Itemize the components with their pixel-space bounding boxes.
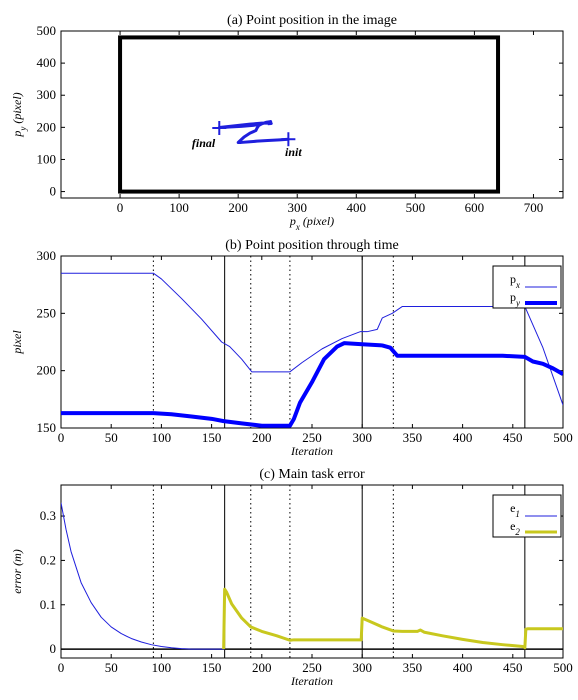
y-axis-label: py (pixel) xyxy=(10,92,28,137)
image-border xyxy=(118,35,501,194)
y-axis-label: error (m) xyxy=(10,549,24,594)
chart-panel-2: (b) Point position through time 0 50 100 150… xyxy=(10,238,573,458)
annotation-final: final xyxy=(192,136,216,150)
x-tick-label: 100 xyxy=(152,430,172,445)
x-tick-label: 0 xyxy=(58,430,65,445)
x-tick-label: 250 xyxy=(302,660,322,675)
x-tick-label: 200 xyxy=(252,660,272,675)
x-tick-label: 350 xyxy=(403,660,423,675)
plot-frame xyxy=(60,484,564,659)
series-line-py xyxy=(61,341,563,428)
x-tick-label: 400 xyxy=(453,660,473,675)
y-tick-label: 0 xyxy=(50,641,57,656)
chart-title: (c) Main task error xyxy=(259,467,365,482)
y-tick-label: 0 xyxy=(50,184,57,199)
x-tick-label: 50 xyxy=(105,430,118,445)
y-tick-label: 300 xyxy=(37,248,57,263)
chart-panel-1: (a) Point position in the image 0 100 200 30… xyxy=(10,13,564,232)
legend-label-py: py xyxy=(510,290,520,308)
chart-title: (a) Point position in the image xyxy=(227,13,397,28)
chart-panel-3: (c) Main task error 0 50 100 150 200 250 300 350… xyxy=(10,467,573,688)
plot-frame xyxy=(60,255,564,429)
trajectory-line xyxy=(217,120,289,144)
x-tick-label: 600 xyxy=(465,200,485,215)
y-tick-label: 0.3 xyxy=(40,508,56,523)
x-tick-label: 450 xyxy=(503,430,523,445)
y-tick-label: 200 xyxy=(37,363,57,378)
x-tick-label: 300 xyxy=(352,660,372,675)
x-tick-label: 0 xyxy=(58,660,65,675)
series-line-e1 xyxy=(61,502,225,650)
legend-label-e2: e2 xyxy=(510,519,520,537)
annotation-init: init xyxy=(285,145,302,159)
y-tick-label: 0.2 xyxy=(40,552,56,567)
y-axis-label: pixel xyxy=(10,330,24,355)
legend-label-e1: e1 xyxy=(510,501,520,519)
legend-label-px: px xyxy=(510,272,520,290)
x-tick-label: 350 xyxy=(403,430,423,445)
x-tick-label: 50 xyxy=(105,660,118,675)
y-tick-label: 200 xyxy=(37,119,57,134)
x-tick-label: 500 xyxy=(406,200,426,215)
y-tick-label: 100 xyxy=(37,151,57,166)
y-tick-label: 0.1 xyxy=(40,597,56,612)
x-tick-label: 500 xyxy=(553,660,573,675)
y-tick-label: 300 xyxy=(37,87,57,102)
x-tick-label: 0 xyxy=(117,200,124,215)
x-tick-label: 100 xyxy=(169,200,189,215)
chart-title: (b) Point position through time xyxy=(225,238,398,253)
series-line-e2 xyxy=(222,587,563,650)
y-tick-label: 250 xyxy=(37,305,57,320)
x-tick-label: 450 xyxy=(503,660,523,675)
x-tick-label: 500 xyxy=(553,430,573,445)
plot-area xyxy=(61,485,563,658)
x-tick-label: 250 xyxy=(302,430,322,445)
x-tick-label: 200 xyxy=(252,430,272,445)
x-tick-label: 200 xyxy=(228,200,248,215)
x-tick-label: 300 xyxy=(287,200,307,215)
plot-area xyxy=(118,35,501,194)
x-tick-label: 150 xyxy=(202,430,222,445)
x-tick-label: 700 xyxy=(524,200,544,215)
plot-area xyxy=(61,256,563,428)
x-tick-label: 150 xyxy=(202,660,222,675)
x-tick-label: 400 xyxy=(453,430,473,445)
y-tick-label: 150 xyxy=(37,420,57,435)
y-tick-label: 500 xyxy=(37,23,57,38)
x-tick-label: 100 xyxy=(152,660,172,675)
x-axis-label: Iteration xyxy=(290,674,333,688)
x-axis-label: Iteration xyxy=(290,444,333,458)
plot-frame xyxy=(60,30,564,199)
x-tick-label: 300 xyxy=(352,430,372,445)
x-tick-label: 400 xyxy=(347,200,367,215)
x-axis-label: px (pixel) xyxy=(289,214,334,232)
y-tick-label: 400 xyxy=(37,55,57,70)
